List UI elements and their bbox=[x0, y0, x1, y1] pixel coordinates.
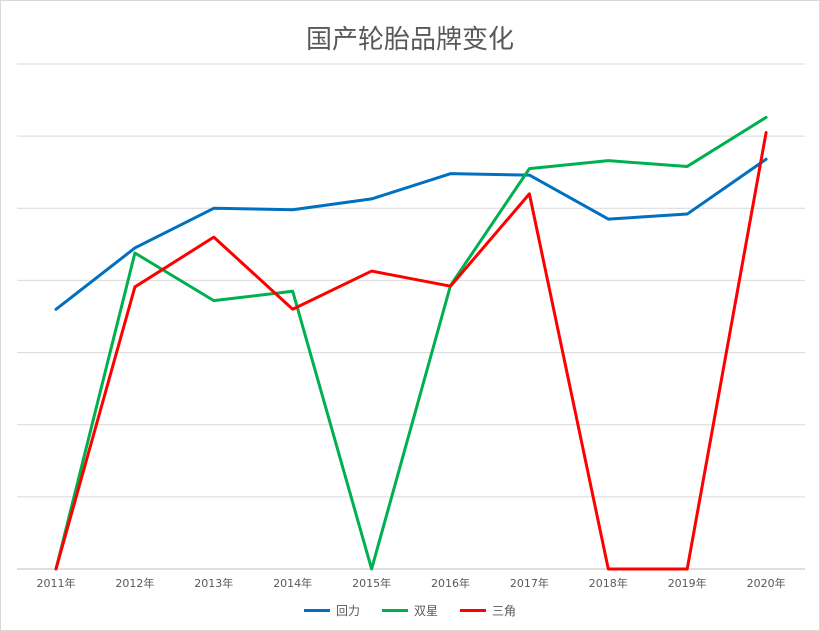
series-line bbox=[54, 115, 768, 571]
x-tick-label: 2019年 bbox=[668, 576, 707, 590]
legend: 回力 双星 三角 bbox=[1, 602, 819, 619]
legend-label: 三角 bbox=[492, 604, 517, 618]
legend-item: 双星 bbox=[381, 602, 438, 619]
x-tick-label: 2014年 bbox=[273, 576, 312, 590]
x-tick-label: 2015年 bbox=[352, 576, 391, 590]
legend-swatch bbox=[303, 609, 330, 612]
x-tick-label: 2017年 bbox=[510, 576, 549, 590]
legend-item: 三角 bbox=[460, 602, 516, 619]
x-tick-label: 2016年 bbox=[431, 576, 470, 590]
series-line bbox=[54, 157, 768, 311]
legend-label: 双星 bbox=[413, 604, 438, 618]
series-line bbox=[54, 131, 768, 571]
legend-swatch bbox=[381, 609, 408, 612]
x-tick-label: 2011年 bbox=[37, 576, 76, 590]
legend-swatch bbox=[460, 609, 486, 612]
x-tick-label: 2018年 bbox=[589, 576, 628, 590]
legend-label: 回力 bbox=[335, 604, 360, 618]
x-tick-label: 2012年 bbox=[115, 576, 154, 590]
x-tick-label: 2020年 bbox=[747, 576, 786, 590]
x-tick-label: 2013年 bbox=[194, 576, 233, 590]
chart-title: 国产轮胎品牌变化 bbox=[305, 25, 514, 55]
legend-item: 回力 bbox=[303, 602, 360, 619]
